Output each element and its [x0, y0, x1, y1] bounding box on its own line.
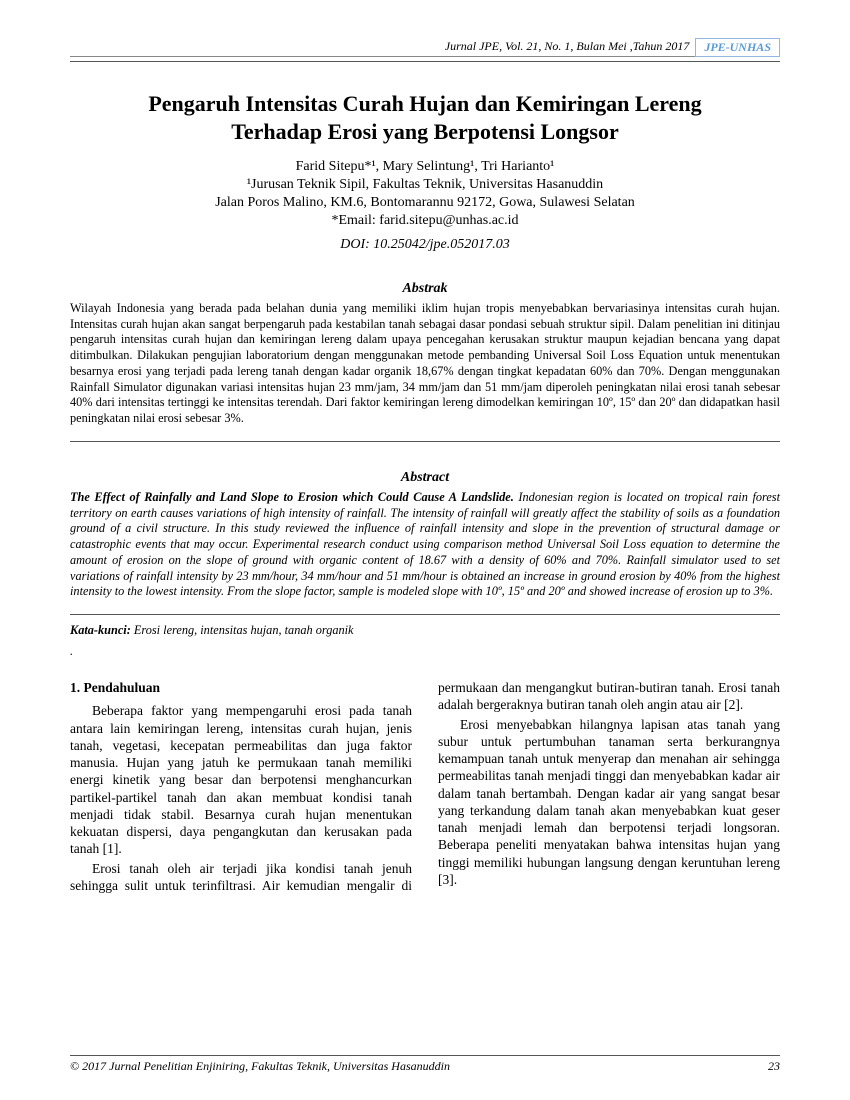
section-divider-2 [70, 614, 780, 615]
title-line-2: Terhadap Erosi yang Berpotensi Longsor [231, 119, 619, 144]
keywords-label: Kata-kunci: [70, 623, 131, 637]
abstrak-body: Wilayah Indonesia yang berada pada belah… [70, 301, 780, 427]
running-header: Jurnal JPE, Vol. 21, No. 1, Bulan Mei ,T… [70, 38, 780, 57]
journal-badge: JPE-UNHAS [695, 38, 780, 57]
abstrak-heading: Abstrak [70, 281, 780, 297]
doi: DOI: 10.25042/jpe.052017.03 [70, 237, 780, 253]
affiliation-line-2: Jalan Poros Malino, KM.6, Bontomarannu 9… [70, 195, 780, 211]
abstract-text: Indonesian region is located on tropical… [70, 490, 780, 598]
intro-para-1: Beberapa faktor yang mempengaruhi erosi … [70, 702, 412, 857]
keywords-text: Erosi lereng, intensitas hujan, tanah or… [131, 623, 354, 637]
abstract-heading: Abstract [70, 470, 780, 486]
journal-info: Jurnal JPE, Vol. 21, No. 1, Bulan Mei ,T… [70, 39, 695, 57]
affiliation-line-1: ¹Jurusan Teknik Sipil, Fakultas Teknik, … [70, 177, 780, 193]
intro-para-3: Erosi menyebabkan hilangnya lapisan atas… [438, 716, 780, 889]
stray-period: . [70, 644, 780, 659]
page-footer: © 2017 Jurnal Penelitian Enjiniring, Fak… [70, 1055, 780, 1074]
paper-title: Pengaruh Intensitas Curah Hujan dan Kemi… [70, 90, 780, 145]
abstract-lead: The Effect of Rainfally and Land Slope t… [70, 490, 514, 504]
author-list: Farid Sitepu*¹, Mary Selintung¹, Tri Har… [70, 159, 780, 175]
header-rule [70, 61, 780, 62]
footer-copyright: © 2017 Jurnal Penelitian Enjiniring, Fak… [70, 1059, 450, 1074]
footer-page-number: 23 [768, 1059, 780, 1074]
corresponding-email: *Email: farid.sitepu@unhas.ac.id [70, 213, 780, 229]
intro-heading: 1. Pendahuluan [70, 679, 412, 696]
abstract-body: The Effect of Rainfally and Land Slope t… [70, 490, 780, 600]
keywords: Kata-kunci: Erosi lereng, intensitas huj… [70, 623, 780, 638]
title-line-1: Pengaruh Intensitas Curah Hujan dan Kemi… [148, 91, 701, 116]
section-divider-1 [70, 441, 780, 442]
body-columns: 1. Pendahuluan Beberapa faktor yang memp… [70, 679, 780, 894]
